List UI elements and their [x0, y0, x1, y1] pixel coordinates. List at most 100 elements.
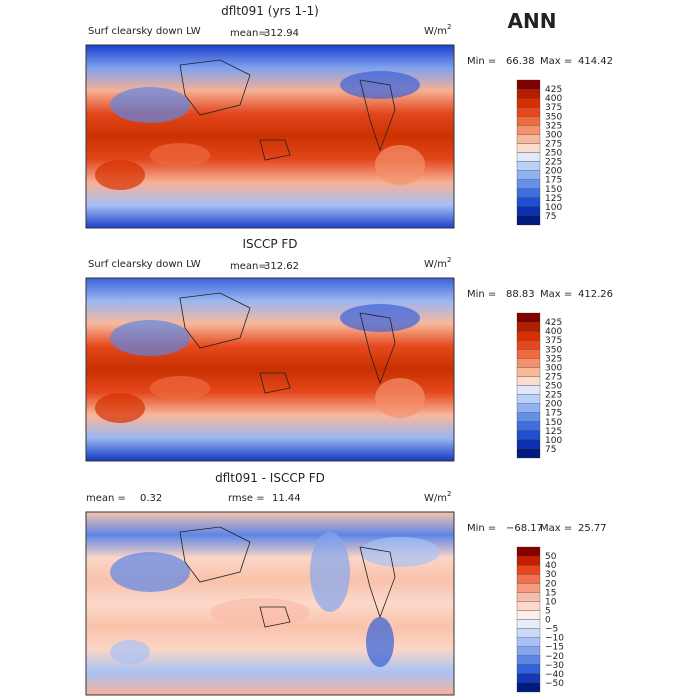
colorbar-box — [516, 215, 541, 226]
coastline — [259, 606, 291, 628]
colorbar-label: 15 — [545, 588, 556, 598]
colorbar-label: −5 — [545, 625, 558, 635]
colorbar-box — [516, 161, 541, 171]
colorbar-label: 350 — [545, 345, 562, 355]
field-label: Surf clearsky down LW — [88, 259, 201, 270]
field-label: Surf clearsky down LW — [88, 26, 201, 37]
min-label: Min = — [467, 289, 496, 300]
colorbar-box — [516, 79, 541, 90]
map-field — [85, 44, 455, 229]
stat-value: 0.32 — [140, 493, 162, 504]
colorbar-label: 50 — [545, 552, 557, 562]
colorbar-box — [516, 340, 541, 350]
colorbar-box — [516, 152, 541, 162]
colorbar-box — [516, 628, 541, 638]
colorbar-label: 400 — [545, 94, 562, 104]
map-region — [95, 393, 145, 423]
colorbar-box — [516, 601, 541, 611]
colorbar-label: 175 — [545, 176, 562, 186]
colorbar-box — [516, 655, 541, 665]
colorbar-label: −20 — [545, 652, 564, 662]
map-region — [375, 378, 425, 418]
colorbar-label: 10 — [545, 597, 557, 607]
stat-label: mean = — [86, 493, 126, 504]
colorbar-label: 350 — [545, 112, 562, 122]
colorbar-label: 275 — [545, 372, 562, 382]
colorbar-box — [516, 107, 541, 117]
colorbar-label: 250 — [545, 382, 562, 392]
units-sup: 2 — [447, 490, 451, 498]
colorbar-label: 375 — [545, 103, 562, 113]
map-region — [366, 617, 394, 667]
colorbar-box — [516, 673, 541, 684]
colorbar-label: −10 — [545, 634, 564, 644]
colorbar-box — [516, 664, 541, 675]
units-sup: 2 — [447, 23, 451, 31]
colorbar-box — [516, 682, 541, 693]
colorbar-label: 75 — [545, 212, 556, 222]
colorbar-label: 425 — [545, 85, 562, 95]
colorbar-label: 375 — [545, 336, 562, 346]
max-value: 412.26 — [578, 289, 613, 300]
max-label: Max = — [540, 523, 572, 534]
colorbar-label: 100 — [545, 436, 562, 446]
map-region — [210, 598, 310, 626]
min-value: 66.38 — [506, 56, 535, 67]
colorbar-box — [516, 349, 541, 359]
colorbar-label: 150 — [545, 185, 562, 195]
colorbar-label: 0 — [545, 616, 551, 626]
map-region — [110, 87, 190, 123]
colorbar-box — [516, 197, 541, 208]
colorbar-label: 125 — [545, 427, 562, 437]
colorbar-box — [516, 330, 541, 341]
colorbar-box — [516, 646, 541, 656]
colorbar-label: 325 — [545, 121, 562, 131]
min-value: −68.17 — [506, 523, 543, 534]
colorbar-label: 325 — [545, 354, 562, 364]
colorbar-box — [516, 385, 541, 395]
colorbar-box — [516, 412, 541, 422]
colorbar-label: 425 — [545, 318, 562, 328]
panel-title: dflt091 - ISCCP FD — [215, 471, 325, 485]
map-region — [310, 532, 350, 612]
colorbar-box — [516, 592, 541, 602]
map-field — [85, 277, 455, 462]
colorbar-box — [516, 179, 541, 189]
map-region — [340, 71, 420, 99]
min-label: Min = — [467, 523, 496, 534]
colorbar-label: 100 — [545, 203, 562, 213]
map-region — [110, 552, 190, 592]
colorbar-box — [516, 610, 541, 620]
colorbar-box — [516, 358, 541, 368]
colorbar-box — [516, 134, 541, 144]
colorbar-box — [516, 125, 541, 135]
colorbar-box — [516, 583, 541, 593]
map-region — [95, 160, 145, 190]
map-region — [340, 304, 420, 332]
colorbar-label: 5 — [545, 606, 551, 616]
coastline — [179, 526, 251, 583]
colorbar-box — [516, 170, 541, 180]
stat-label: mean= — [230, 28, 267, 39]
colorbar-box — [516, 97, 541, 108]
min-label: Min = — [467, 56, 496, 67]
colorbar-box — [516, 88, 541, 99]
max-value: 25.77 — [578, 523, 607, 534]
colorbar-box — [516, 448, 541, 459]
season-label: ANN — [508, 9, 557, 33]
colorbar-box — [516, 394, 541, 404]
colorbar-label: 40 — [545, 561, 557, 571]
colorbar-box — [516, 143, 541, 153]
colorbar-label: 225 — [545, 158, 562, 168]
stat-value: 312.94 — [264, 28, 299, 39]
panel-title: ISCCP FD — [242, 237, 297, 251]
colorbar-label: 200 — [545, 400, 562, 410]
colorbar-box — [516, 637, 541, 647]
colorbar-box — [516, 321, 541, 332]
colorbar-box — [516, 421, 541, 431]
colorbar-label: 20 — [545, 579, 557, 589]
colorbar-box — [516, 403, 541, 413]
colorbar-label: 150 — [545, 418, 562, 428]
colorbar-box — [516, 367, 541, 377]
